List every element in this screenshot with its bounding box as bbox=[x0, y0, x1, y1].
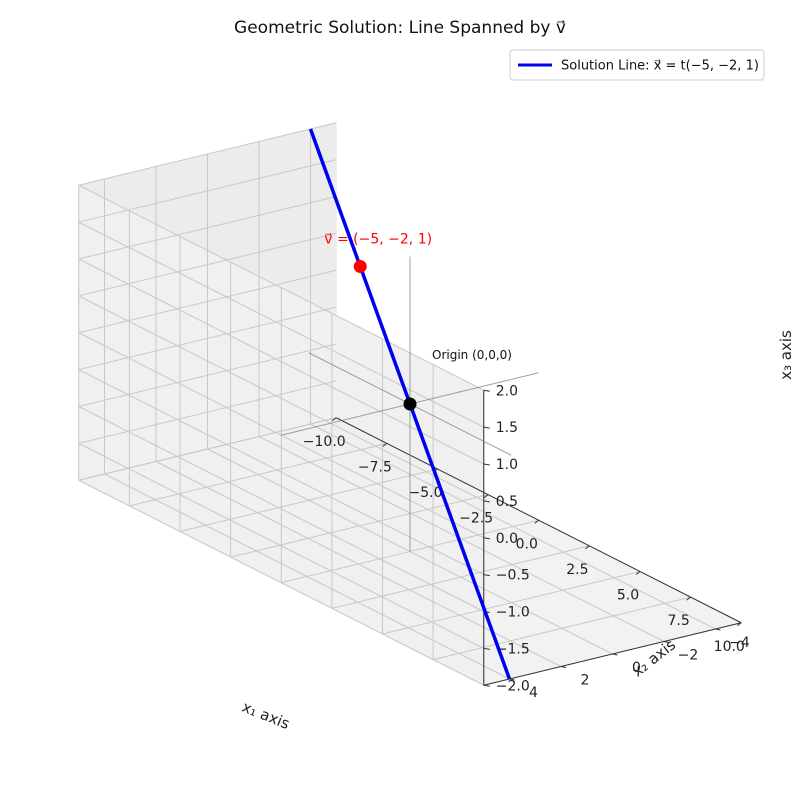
x1-axis-label: x₁ axis bbox=[239, 698, 292, 733]
x2-tick-label: −2 bbox=[678, 648, 699, 664]
origin-point bbox=[403, 397, 417, 411]
x3-tick-label: 2.0 bbox=[496, 383, 518, 399]
x1-tick bbox=[382, 442, 388, 447]
x3-tick bbox=[483, 389, 490, 392]
grid-line-x3-left bbox=[78, 269, 337, 334]
x3-tick-label: 1.5 bbox=[496, 420, 518, 436]
grid-line-x3-left bbox=[78, 122, 337, 186]
x1-tick-label: 2.5 bbox=[566, 562, 588, 578]
grid-line-x3-back bbox=[78, 442, 484, 649]
x2-tick bbox=[715, 628, 721, 631]
x2-tick bbox=[663, 641, 670, 643]
x1-tick bbox=[686, 596, 691, 601]
x3-tick bbox=[483, 537, 490, 540]
grid-line-x2-floor bbox=[258, 436, 665, 642]
grid-line-x3-back bbox=[78, 184, 484, 391]
x1-tick-label: 7.5 bbox=[667, 613, 689, 629]
x3-tick-label: −1.0 bbox=[496, 605, 530, 621]
grid-line-x3-back bbox=[78, 369, 484, 576]
origin-label: Origin (0,0,0) bbox=[432, 348, 512, 362]
grid-line-x3-left bbox=[78, 232, 337, 297]
x3-axis-label: x₃ axis bbox=[777, 330, 795, 380]
x1-tick bbox=[331, 417, 337, 422]
x1-tick bbox=[585, 545, 590, 550]
x2-tick-label: −4 bbox=[729, 635, 750, 651]
x3-tick-label: −0.5 bbox=[496, 568, 530, 584]
x1-tick-label: −7.5 bbox=[358, 459, 392, 475]
grid-line-x3-back bbox=[78, 295, 484, 502]
x1-tick-label: −5.0 bbox=[409, 485, 443, 501]
grid-line-x3-left bbox=[78, 343, 337, 407]
vector-v-point bbox=[353, 260, 367, 273]
x1-tick-label: 0.0 bbox=[516, 536, 538, 552]
x1-tick-label: −2.5 bbox=[459, 511, 493, 527]
x1-tick bbox=[534, 519, 540, 524]
legend: Solution Line: x⃗ = t(−5, −2, 1) bbox=[509, 49, 765, 81]
x2-tick bbox=[509, 678, 515, 681]
legend-entry-label: Solution Line: x⃗ = t(−5, −2, 1) bbox=[561, 59, 759, 74]
x3-tick-label: 0.0 bbox=[496, 531, 518, 547]
x2-tick bbox=[612, 653, 618, 656]
points-layer: v⃗ = (−5, −2, 1) Origin (0,0,0) bbox=[324, 232, 512, 411]
x2-tick-label: 2 bbox=[581, 673, 590, 689]
x3-tick-label: −2.0 bbox=[496, 678, 530, 694]
grid-line-x3-left bbox=[78, 417, 337, 481]
x2-tick bbox=[560, 666, 567, 668]
vector-v-label: v⃗ = (−5, −2, 1) bbox=[324, 232, 432, 248]
x2-tick-label: 0 bbox=[632, 660, 641, 676]
grid-line-x3-left bbox=[78, 196, 337, 260]
x1-tick-label: 5.0 bbox=[617, 588, 639, 604]
x3-tick bbox=[483, 500, 490, 503]
grid-line-x3-back bbox=[78, 479, 484, 686]
grid-line-x3-left bbox=[78, 380, 337, 444]
grid-line-x3-back bbox=[78, 221, 484, 428]
x3-tick bbox=[483, 574, 490, 577]
x3-tick-label: −1.5 bbox=[496, 641, 530, 657]
x3-tick-label: 1.0 bbox=[496, 457, 518, 473]
x1-tick bbox=[483, 494, 489, 499]
x3-tick-label: 0.5 bbox=[496, 494, 518, 510]
x3-tick bbox=[483, 426, 490, 429]
x1-tick bbox=[635, 571, 641, 575]
x1-tick-label: −10.0 bbox=[303, 434, 346, 450]
x3-tick bbox=[483, 463, 490, 466]
axis-ticks: −10.0−7.5−5.0−2.50.02.55.07.510.0−4−2024… bbox=[303, 383, 750, 701]
grid-line-x2-floor bbox=[310, 423, 716, 630]
grid-line-x3-left bbox=[78, 159, 337, 223]
x3-tick bbox=[483, 647, 490, 650]
x1-tick bbox=[736, 622, 742, 627]
x3-tick bbox=[483, 684, 490, 687]
legend-box bbox=[509, 49, 765, 81]
grid-line-x2-floor bbox=[104, 473, 510, 680]
x1-tick-label: 10.0 bbox=[714, 639, 745, 655]
x2-tick-label: 4 bbox=[529, 685, 538, 701]
chart-title: Geometric Solution: Line Spanned by v⃗ bbox=[234, 18, 566, 38]
grid-line-x3-back bbox=[78, 258, 484, 465]
grid-line-x3-back bbox=[78, 406, 484, 612]
grid-line-x3-left bbox=[78, 306, 337, 371]
